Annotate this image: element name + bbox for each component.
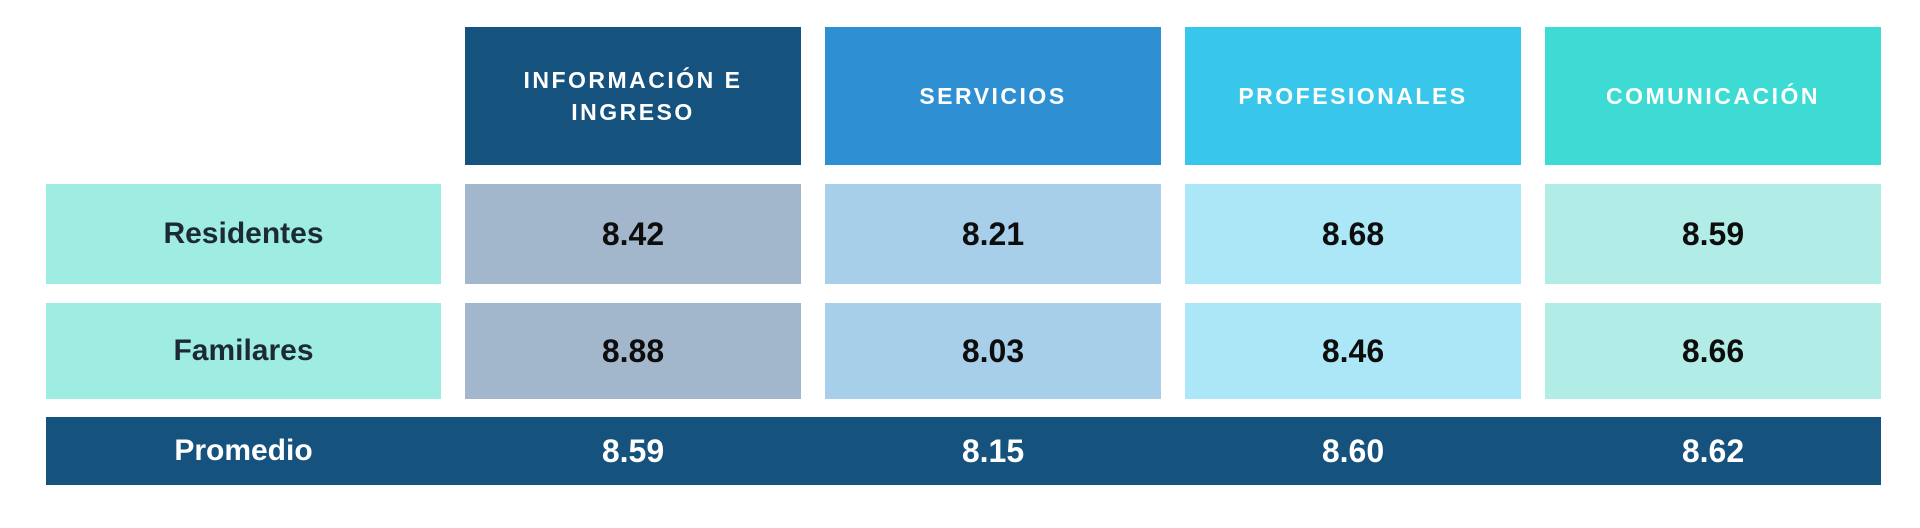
- corner-spacer: [46, 27, 441, 165]
- footer-label-promedio: Promedio: [174, 434, 313, 467]
- scores-grid: INFORMACIÓN E INGRESO SERVICIOS PROFESIO…: [46, 27, 1881, 399]
- score-cell-residentes-servicios: 8.21: [825, 184, 1161, 284]
- column-header-comunicacion: COMUNICACIÓN: [1545, 27, 1881, 165]
- column-header-profesionales: PROFESIONALES: [1185, 27, 1521, 165]
- score-cell-familares-profesionales: 8.46: [1185, 303, 1521, 399]
- row-label-residentes: Residentes: [46, 184, 441, 284]
- footer-value-comunicacion: 8.62: [1681, 432, 1745, 469]
- score-cell-residentes-informacion: 8.42: [465, 184, 801, 284]
- score-cell-residentes-profesionales: 8.68: [1185, 184, 1521, 284]
- score-cell-residentes-comunicacion: 8.59: [1545, 184, 1881, 284]
- score-cell-familares-servicios: 8.03: [825, 303, 1161, 399]
- footer-value-informacion: 8.59: [601, 432, 665, 469]
- row-label-familares: Familares: [46, 303, 441, 399]
- column-header-servicios: SERVICIOS: [825, 27, 1161, 165]
- footer-value-profesionales: 8.60: [1321, 432, 1385, 469]
- footer-value-servicios: 8.15: [961, 432, 1025, 469]
- score-cell-familares-comunicacion: 8.66: [1545, 303, 1881, 399]
- promedio-row: Promedio 8.59 8.15 8.60 8.62: [46, 417, 1881, 485]
- score-cell-familares-informacion: 8.88: [465, 303, 801, 399]
- column-header-informacion-e-ingreso: INFORMACIÓN E INGRESO: [465, 27, 801, 165]
